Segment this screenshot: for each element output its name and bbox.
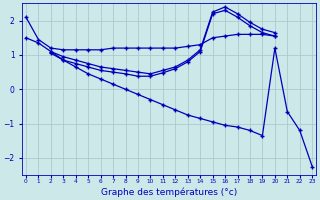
X-axis label: Graphe des températures (°c): Graphe des températures (°c) <box>101 187 237 197</box>
